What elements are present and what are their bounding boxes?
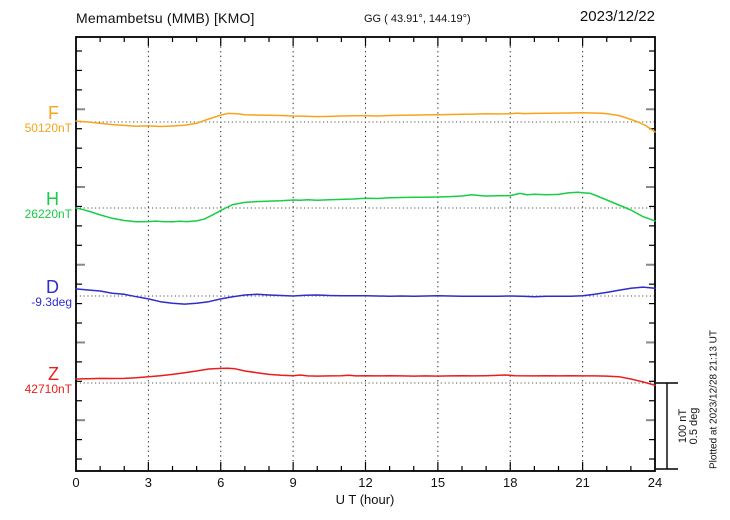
x-tick-label-6: 6 <box>217 475 225 490</box>
series-label-f: F 50120nT <box>0 103 72 135</box>
series-baseline-value-h: 26220nT <box>24 207 72 221</box>
geographic-coordinates: GG ( 43.91°, 144.19°) <box>364 13 471 25</box>
x-tick-label-18: 18 <box>503 475 518 490</box>
series-letter-z: Z <box>48 364 59 384</box>
station-title: Memambetsu (MMB) [KMO] <box>76 10 255 26</box>
series-letter-f: F <box>48 103 59 123</box>
x-tick-label-0: 0 <box>72 475 80 490</box>
x-tick-label-15: 15 <box>430 475 446 490</box>
series-letter-d: D <box>46 277 59 297</box>
plot-frame <box>75 36 656 472</box>
scale-bar-deg-label: 0.5 deg <box>688 407 700 445</box>
observation-date: 2023/12/22 <box>579 8 655 25</box>
scale-bar-labels: 100 nT 0.5 deg <box>677 366 700 486</box>
x-gridlines <box>147 37 584 471</box>
curve-d <box>75 286 656 305</box>
series-label-h: H 26220nT <box>0 189 72 221</box>
curve-f <box>75 111 656 133</box>
x-tick-label-9: 9 <box>289 475 297 490</box>
series-baseline-value-d: -9.3deg <box>31 295 72 309</box>
x-tick-label-24: 24 <box>647 475 663 490</box>
x-tick-label-21: 21 <box>575 475 590 490</box>
curve-z <box>75 367 656 387</box>
curve-h <box>75 191 656 223</box>
scale-bar <box>656 382 678 470</box>
series-letter-h: H <box>46 189 59 209</box>
data-curves <box>75 111 656 387</box>
series-baseline-value-z: 42710nT <box>24 382 72 396</box>
series-label-d: D -9.3deg <box>0 277 72 309</box>
plotted-at-note: Plotted at 2023/12/28 21:13 UT <box>708 330 720 469</box>
series-baseline-value-f: 50120nT <box>24 121 72 135</box>
component-baselines <box>76 121 655 384</box>
series-label-z: Z 42710nT <box>0 364 72 396</box>
x-axis-title: U T (hour) <box>335 492 395 507</box>
x-tick-label-12: 12 <box>358 475 373 490</box>
x-tick-label-3: 3 <box>144 475 152 490</box>
